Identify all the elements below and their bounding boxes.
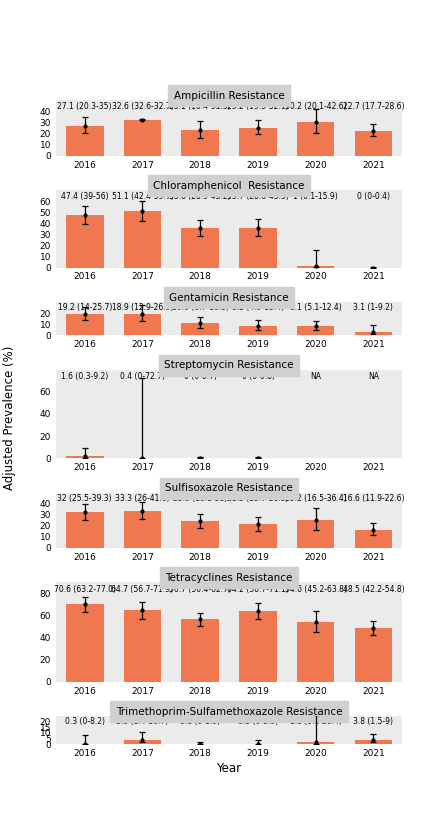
X-axis label: Year: Year <box>216 762 242 775</box>
Bar <box>66 215 104 268</box>
Bar <box>354 130 392 155</box>
Title: Streptomycin Resistance: Streptomycin Resistance <box>164 360 294 370</box>
Text: 1.8 (0.1-26.4): 1.8 (0.1-26.4) <box>290 717 342 726</box>
Bar <box>297 742 334 744</box>
Text: 21.3 (15.7-28.3): 21.3 (15.7-28.3) <box>227 494 289 503</box>
Text: 25.2 (16.5-36.4): 25.2 (16.5-36.4) <box>285 494 346 503</box>
Text: 70.6 (63.2-77.0): 70.6 (63.2-77.0) <box>54 585 116 594</box>
Bar <box>181 619 219 682</box>
Text: 23.1 (16.4-31.5): 23.1 (16.4-31.5) <box>169 102 231 111</box>
Bar <box>297 621 334 682</box>
Text: 3.9 (1.4-10.7): 3.9 (1.4-10.7) <box>116 717 169 726</box>
Text: 8.1 (5.1-12.4): 8.1 (5.1-12.4) <box>290 303 342 312</box>
Bar <box>181 522 219 548</box>
Bar <box>124 314 161 335</box>
Bar <box>239 524 277 548</box>
Text: 3.1 (1-9.2): 3.1 (1-9.2) <box>354 303 393 312</box>
Bar <box>354 740 392 744</box>
Text: 0.1 (0-1.9): 0.1 (0-1.9) <box>180 717 220 726</box>
Text: NA: NA <box>368 372 379 381</box>
Text: 25.2 (19.3-32.1): 25.2 (19.3-32.1) <box>227 102 289 111</box>
Text: 0.4 (0-72.7): 0.4 (0-72.7) <box>120 372 165 381</box>
Text: 23.9 (18.1-31): 23.9 (18.1-31) <box>173 494 228 503</box>
Bar <box>297 267 334 268</box>
Bar <box>124 610 161 682</box>
Text: 22.7 (17.7-28.6): 22.7 (17.7-28.6) <box>343 102 404 111</box>
Bar <box>66 604 104 682</box>
Bar <box>354 529 392 548</box>
Text: 8.2 (4.9-13.4): 8.2 (4.9-13.4) <box>232 303 284 312</box>
Bar <box>239 611 277 682</box>
Text: 54.6 (45.2-63.8): 54.6 (45.2-63.8) <box>285 585 346 594</box>
Text: 18.9 (12.9-26.9): 18.9 (12.9-26.9) <box>112 303 173 312</box>
Text: 0.3 (0-3.9): 0.3 (0-3.9) <box>238 717 278 726</box>
Text: 64.2 (56.7-71.1): 64.2 (56.7-71.1) <box>227 585 289 594</box>
Text: 0.3 (0-8.2): 0.3 (0-8.2) <box>65 717 105 726</box>
Bar <box>66 125 104 155</box>
Text: 10.6 (6.7-16.3): 10.6 (6.7-16.3) <box>172 303 229 312</box>
Text: 32 (25.5-39.3): 32 (25.5-39.3) <box>57 494 112 503</box>
Bar <box>181 324 219 335</box>
Text: 56.7 (50.4-62.7): 56.7 (50.4-62.7) <box>169 585 231 594</box>
Text: 32.6 (32.6-32.7): 32.6 (32.6-32.7) <box>112 102 173 111</box>
Bar <box>66 314 104 335</box>
Bar <box>354 629 392 682</box>
Bar <box>239 228 277 268</box>
Bar <box>239 128 277 155</box>
Text: 27.1 (20.3-35): 27.1 (20.3-35) <box>58 102 112 111</box>
Bar <box>354 332 392 335</box>
Bar <box>124 120 161 155</box>
Text: 1 (0.1-15.9): 1 (0.1-15.9) <box>293 192 338 201</box>
Text: 0 (0-0.4): 0 (0-0.4) <box>357 192 390 201</box>
Text: NA: NA <box>310 372 321 381</box>
Text: 16.6 (11.9-22.6): 16.6 (11.9-22.6) <box>343 494 404 503</box>
Text: 33.3 (26-41.6): 33.3 (26-41.6) <box>115 494 170 503</box>
Title: Trimethoprim-Sulfamethoxazole Resistance: Trimethoprim-Sulfamethoxazole Resistance <box>116 707 342 717</box>
Title: Sulfisoxazole Resistance: Sulfisoxazole Resistance <box>165 483 293 493</box>
Text: 19.2 (14-25.7): 19.2 (14-25.7) <box>58 303 112 312</box>
Bar <box>297 326 334 335</box>
Text: Adjusted Prevalence (%): Adjusted Prevalence (%) <box>3 346 17 490</box>
Bar <box>124 211 161 268</box>
Text: 64.7 (56.7-71.9): 64.7 (56.7-71.9) <box>111 585 173 594</box>
Text: 30.2 (20.1-42.6): 30.2 (20.1-42.6) <box>285 102 346 111</box>
Bar <box>181 228 219 268</box>
Text: 1.6 (0.3-9.2): 1.6 (0.3-9.2) <box>61 372 108 381</box>
Text: 3.8 (1.5-9): 3.8 (1.5-9) <box>354 717 393 726</box>
Bar <box>297 122 334 155</box>
Text: 47.4 (39-56): 47.4 (39-56) <box>61 192 109 201</box>
Title: Gentamicin Resistance: Gentamicin Resistance <box>169 293 289 303</box>
Title: Chloramphenicol  Resistance: Chloramphenicol Resistance <box>153 181 305 191</box>
Title: Ampicillin Resistance: Ampicillin Resistance <box>174 91 284 101</box>
Text: 35.8 (28.9-43.2): 35.8 (28.9-43.2) <box>169 192 231 201</box>
Text: 0 (0-0.8): 0 (0-0.8) <box>241 372 274 381</box>
Text: 51.1 (42.4-59.7): 51.1 (42.4-59.7) <box>112 192 173 201</box>
Text: 0 (0-0.7): 0 (0-0.7) <box>184 372 217 381</box>
Bar <box>124 740 161 744</box>
Bar <box>66 512 104 548</box>
Text: 48.5 (42.2-54.8): 48.5 (42.2-54.8) <box>342 585 404 594</box>
Title: Tetracyclines Resistance: Tetracyclines Resistance <box>165 573 293 583</box>
Bar <box>124 511 161 548</box>
Bar <box>181 130 219 155</box>
Bar <box>66 456 104 458</box>
Text: 35.7 (28.6-43.5): 35.7 (28.6-43.5) <box>227 192 289 201</box>
Bar <box>297 520 334 548</box>
Bar <box>239 326 277 335</box>
